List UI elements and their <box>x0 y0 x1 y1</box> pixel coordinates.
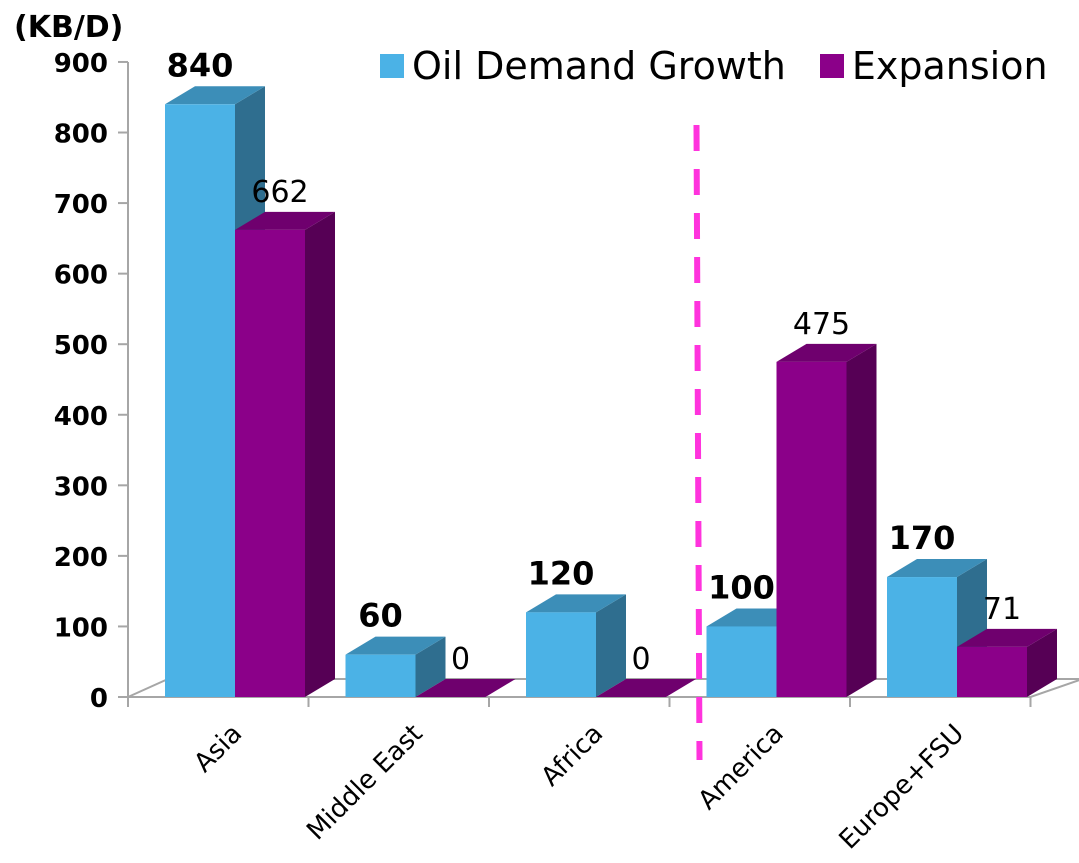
legend-label-expansion: Expansion <box>851 44 1048 88</box>
x-tick-label-europe-fsu: Europe+FSU <box>834 719 971 856</box>
y-tick-label: 0 <box>90 684 108 714</box>
data-label-expansion-europe-fsu: 71 <box>983 592 1021 627</box>
data-label-oil-demand-growth-middle-east: 60 <box>358 597 403 635</box>
x-tick-label-america: America <box>693 719 790 816</box>
bar-expansion-middle-east <box>415 679 516 697</box>
legend-item-expansion: Expansion <box>819 44 1048 88</box>
data-label-expansion-middle-east: 0 <box>451 642 470 677</box>
bar-top <box>526 594 626 613</box>
bar-expansion-america <box>776 343 877 697</box>
bar-top <box>165 86 265 105</box>
legend-swatch-expansion <box>819 54 844 78</box>
bar-top <box>776 343 877 362</box>
y-tick-label: 100 <box>54 613 108 643</box>
bar-oil-demand-growth-africa <box>526 594 626 697</box>
bar-side <box>305 211 335 697</box>
legend-item-oil-demand-growth: Oil Demand Growth <box>380 44 786 88</box>
bar-side <box>415 636 446 697</box>
bar-expansion-africa <box>596 679 696 697</box>
y-tick-label: 400 <box>54 402 108 432</box>
bar-side <box>846 343 877 697</box>
bar-top <box>345 636 446 655</box>
data-label-oil-demand-growth-europe-fsu: 170 <box>889 519 956 557</box>
y-tick-label: 300 <box>54 472 108 502</box>
y-tick-label: 600 <box>54 261 108 291</box>
y-tick-label: 700 <box>54 190 108 220</box>
x-tick-label-middle-east: Middle East <box>301 719 428 846</box>
data-label-oil-demand-growth-asia: 840 <box>167 46 234 84</box>
bar-front <box>776 361 847 697</box>
bar-side <box>596 594 626 697</box>
bar-top <box>887 559 987 578</box>
data-label-expansion-america: 475 <box>793 307 850 342</box>
legend: Oil Demand Growth Expansion <box>380 44 1048 88</box>
bar-front <box>526 612 596 697</box>
data-label-expansion-africa: 0 <box>631 642 650 677</box>
y-tick-label: 500 <box>54 331 108 361</box>
x-tick-label-africa: Africa <box>536 719 610 793</box>
y-tick-label: 800 <box>54 120 108 150</box>
bar-oil-demand-growth-middle-east <box>345 636 446 697</box>
bar-top <box>415 679 516 697</box>
bar-front <box>706 626 777 697</box>
bar-front <box>345 654 416 697</box>
x-tick-label-asia: Asia <box>188 719 248 779</box>
bar-front <box>235 229 305 697</box>
unit-label: (KB/D) <box>14 10 124 45</box>
bar-side <box>1027 628 1057 697</box>
data-label-expansion-asia: 662 <box>251 175 308 210</box>
bar-top <box>596 679 696 697</box>
bar-top <box>235 211 335 230</box>
bar-front <box>165 104 235 697</box>
legend-swatch-oil-demand-growth <box>380 54 404 78</box>
bar-expansion-asia <box>235 211 335 697</box>
bar-expansion-europe-fsu <box>957 628 1057 697</box>
bar-front <box>957 646 1027 697</box>
y-tick-label: 200 <box>54 543 108 573</box>
divider-dashed-line <box>693 124 703 761</box>
bar-top <box>957 628 1057 647</box>
bar-front <box>887 577 957 697</box>
legend-label-oil-demand-growth: Oil Demand Growth <box>412 44 786 88</box>
data-label-oil-demand-growth-america: 100 <box>708 568 775 606</box>
y-tick-label: 900 <box>54 49 108 79</box>
data-label-oil-demand-growth-africa: 120 <box>528 554 595 592</box>
